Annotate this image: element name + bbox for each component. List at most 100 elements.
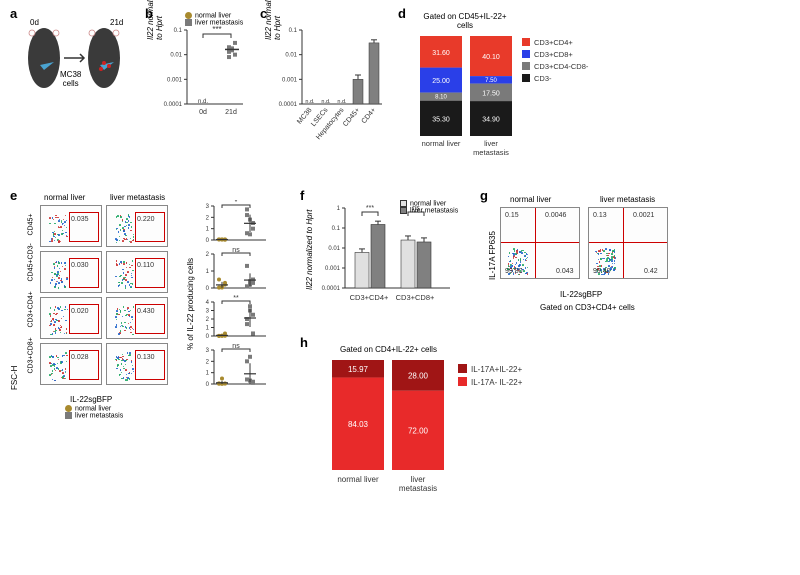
svg-text:0d: 0d — [199, 109, 207, 116]
svg-text:0: 0 — [206, 238, 210, 244]
panel-g-hdr1: normal liver — [510, 195, 551, 204]
svg-text:3: 3 — [206, 348, 210, 354]
svg-text:2: 2 — [206, 317, 210, 323]
svg-text:0.1: 0.1 — [174, 28, 183, 34]
svg-text:0.01: 0.01 — [285, 53, 297, 59]
svg-text:1: 1 — [206, 269, 210, 275]
flow-cytometry-quad: 0.130.002199.400.42 — [588, 207, 668, 279]
svg-text:0.01: 0.01 — [328, 246, 340, 252]
svg-text:CD45+: CD45+ — [342, 107, 361, 128]
panel-e-rowlabel: CD3+CD4+ — [28, 309, 35, 327]
svg-text:CD3+CD8+: CD3+CD8+ — [534, 50, 573, 59]
svg-text:35.30: 35.30 — [432, 116, 450, 123]
svg-text:0.001: 0.001 — [167, 77, 183, 83]
panel-e-scatter-ylabel: % of IL-22 producing cells — [186, 258, 195, 350]
panel-b-plot: 0.00010.0010.010.10d21dn.d.*** — [155, 22, 250, 122]
svg-text:ns: ns — [232, 247, 240, 254]
svg-text:CD3-: CD3- — [534, 74, 552, 83]
svg-text:7.50: 7.50 — [485, 78, 497, 84]
panel-e-rowlabel: CD45+ — [28, 217, 35, 235]
svg-text:normal liver: normal liver — [337, 475, 379, 484]
panel-h-chart: 15.9784.0328.0072.00normal liverlivermet… — [318, 358, 578, 508]
svg-text:15.97: 15.97 — [348, 365, 369, 374]
panel-a-label: a — [10, 6, 17, 21]
svg-text:IL-17A- IL-22+: IL-17A- IL-22+ — [471, 378, 523, 387]
flow-cytometry-quad: 0.150.004699.800.043 — [500, 207, 580, 279]
svg-text:1: 1 — [206, 227, 210, 233]
svg-text:0.1: 0.1 — [332, 226, 341, 232]
flow-cytometry-panel: 0.430 — [106, 297, 168, 339]
svg-text:72.00: 72.00 — [408, 426, 429, 435]
panel-b-ylabel: Il22 normalized to Hprt — [146, 0, 164, 40]
svg-text:ns: ns — [232, 343, 240, 350]
panel-c-ylabel: Il22 normalized to Hprt — [264, 0, 282, 40]
panel-g-flows: 0.150.004699.800.0430.130.002199.400.42 — [500, 207, 676, 281]
panel-f-label: f — [300, 188, 304, 203]
panel-e-hdr2: liver metastasis — [110, 193, 165, 202]
svg-text:n.d.: n.d. — [305, 99, 315, 105]
svg-text:normal liver: normal liver — [422, 139, 461, 148]
svg-text:1: 1 — [206, 371, 210, 377]
svg-text:***: *** — [366, 205, 374, 212]
flow-cytometry-panel: 0.110 — [106, 251, 168, 293]
panel-d-label: d — [398, 6, 406, 21]
svg-text:*: * — [235, 200, 238, 206]
svg-text:n.d.: n.d. — [337, 99, 347, 105]
svg-text:2: 2 — [206, 359, 210, 365]
svg-text:0: 0 — [206, 334, 210, 340]
panel-a-0d: 0d — [30, 18, 39, 27]
panel-a-diagram — [22, 20, 127, 110]
flow-cytometry-panel: 0.220 — [106, 205, 168, 247]
flow-cytometry-panel: 0.020 — [40, 297, 102, 339]
svg-text:0.0001: 0.0001 — [164, 102, 183, 108]
panel-d-title: Gated on CD45+IL-22+ cells — [415, 12, 515, 30]
svg-text:CD3+CD4+: CD3+CD4+ — [534, 38, 573, 47]
svg-text:31.60: 31.60 — [432, 50, 450, 57]
panel-e-rowlabel: CD3+CD8+ — [28, 355, 35, 373]
svg-text:17.50: 17.50 — [482, 90, 500, 97]
svg-text:CD4+: CD4+ — [361, 107, 378, 125]
svg-text:1: 1 — [337, 206, 341, 212]
svg-text:3: 3 — [206, 309, 210, 315]
panel-e-yaxis: FSC-H — [10, 366, 19, 390]
svg-text:4: 4 — [206, 300, 210, 306]
svg-text:liver: liver — [411, 475, 426, 484]
panel-g-gated: Gated on CD3+CD4+ cells — [540, 303, 635, 312]
svg-text:0: 0 — [206, 286, 210, 292]
svg-text:1: 1 — [206, 326, 210, 332]
svg-text:28.00: 28.00 — [408, 371, 429, 380]
svg-text:CD3+CD8+: CD3+CD8+ — [396, 293, 435, 302]
panel-e-legend: normal liver liver metastasis — [65, 405, 123, 420]
flow-cytometry-panel: 0.028 — [40, 343, 102, 385]
svg-text:21d: 21d — [225, 109, 237, 116]
panel-a-cells: MC38 cells — [60, 70, 81, 88]
svg-text:**: ** — [233, 295, 239, 302]
panel-h-title: Gated on CD4+IL-22+ cells — [340, 345, 437, 354]
svg-text:CD3+CD4-CD8-: CD3+CD4-CD8- — [534, 62, 589, 71]
panel-f-plot: 0.00010.0010.010.11CD3+CD4+***CD3+CD8+ns — [315, 200, 465, 320]
svg-text:n.d.: n.d. — [198, 99, 208, 105]
svg-text:CD3+CD4+: CD3+CD4+ — [350, 293, 389, 302]
panel-e-xaxis: IL-22sgBFP — [70, 395, 112, 404]
svg-text:0: 0 — [206, 382, 210, 388]
flow-cytometry-panel: 0.030 — [40, 251, 102, 293]
panel-e-rowlabel: CD45+CD3- — [28, 263, 35, 281]
svg-text:84.03: 84.03 — [348, 420, 369, 429]
panel-c-plot: 0.00010.0010.010.1MC38LSECsHepatocytesCD… — [272, 22, 387, 142]
panel-e-label: e — [10, 188, 17, 203]
svg-text:2: 2 — [206, 252, 210, 258]
svg-text:liver: liver — [484, 139, 498, 148]
panel-g-xaxis: IL-22sgBFP — [560, 290, 602, 299]
panel-h-label: h — [300, 335, 308, 350]
svg-text:0.0001: 0.0001 — [322, 286, 341, 292]
panel-d-chart: 31.6025.008.1035.3040.107.5017.5034.90no… — [410, 34, 610, 164]
panel-e-flows: CD45+0.0350.220CD45+CD3-0.0300.110CD3+CD… — [22, 205, 172, 389]
svg-text:2: 2 — [206, 215, 210, 221]
svg-text:n.d.: n.d. — [321, 99, 331, 105]
svg-text:IL-17A+IL-22+: IL-17A+IL-22+ — [471, 365, 522, 374]
panel-e-hdr1: normal liver — [44, 193, 85, 202]
panel-g-label: g — [480, 188, 488, 203]
svg-text:0.0001: 0.0001 — [279, 102, 298, 108]
panel-g-yaxis: IL-17A FP635 — [488, 231, 497, 280]
panel-f-legend: normal liver liver metastasis — [400, 200, 458, 215]
